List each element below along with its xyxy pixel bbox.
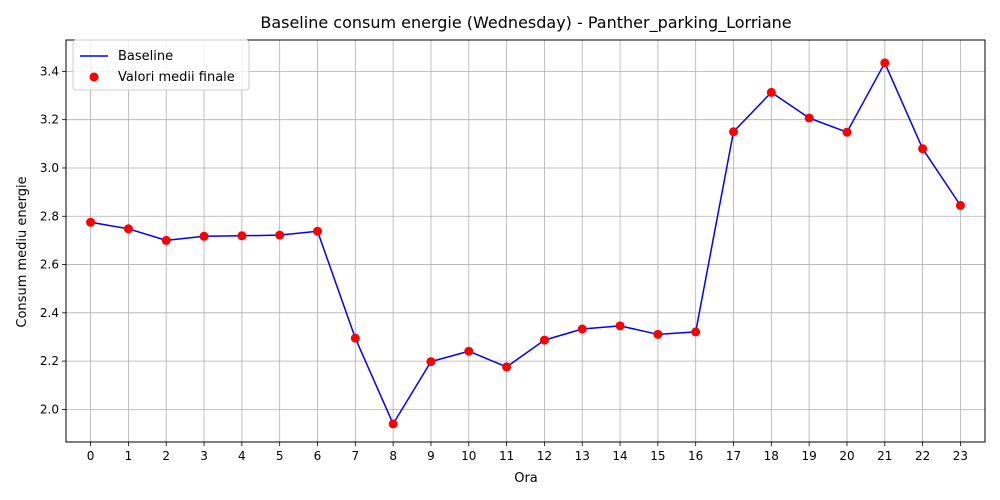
data-point: [388, 419, 398, 429]
data-point: [350, 333, 360, 343]
data-point: [161, 235, 171, 245]
x-tick-label: 17: [726, 449, 741, 463]
data-point: [199, 231, 209, 241]
y-axis-label: Consum mediu energie: [15, 176, 30, 327]
x-tick-label: 8: [389, 449, 397, 463]
legend: Baseline Valori medii finale: [72, 39, 250, 91]
legend-point-swatch: [89, 72, 99, 82]
plot-frame: [65, 39, 986, 443]
x-tick-label: 4: [238, 449, 246, 463]
legend-label-baseline: Baseline: [118, 49, 173, 64]
data-point: [577, 324, 587, 334]
x-tick-label: 18: [764, 449, 779, 463]
data-point: [275, 230, 285, 240]
x-tick-label: 14: [612, 449, 627, 463]
x-tick-label: 19: [802, 449, 817, 463]
y-tick-label: 2.0: [40, 402, 59, 416]
data-point: [955, 200, 965, 210]
x-tick-label: 1: [125, 449, 133, 463]
y-tick-label: 3.2: [40, 113, 59, 127]
data-point: [312, 226, 322, 236]
x-tick-label: 5: [276, 449, 284, 463]
x-axis-label: Ora: [514, 471, 538, 486]
data-point: [653, 329, 663, 339]
x-tick-label: 21: [877, 449, 892, 463]
x-tick-label: 22: [915, 449, 930, 463]
x-tick-label: 12: [537, 449, 552, 463]
x-tick-label: 7: [351, 449, 359, 463]
x-tick-label: 2: [162, 449, 170, 463]
plot-area: [65, 39, 986, 443]
x-axis: 0 1 2 3 4 5 6 7 8 9 10 11 12 13 14 15 16 17 18 19 20 21 22 23: [87, 442, 968, 463]
legend-box: [72, 39, 250, 91]
x-tick-label: 6: [314, 449, 322, 463]
y-tick-label: 2.2: [40, 354, 59, 368]
grid: [66, 40, 985, 442]
baseline-line: [90, 62, 962, 425]
x-tick-label: 15: [650, 449, 665, 463]
data-point: [880, 58, 890, 68]
x-tick-label: 3: [200, 449, 208, 463]
data-point: [615, 321, 625, 331]
y-tick-label: 3.4: [40, 64, 59, 78]
x-tick-label: 10: [461, 449, 476, 463]
data-point: [502, 362, 512, 372]
data-point: [691, 327, 701, 337]
data-point: [237, 231, 247, 241]
data-point: [426, 357, 436, 367]
data-point: [86, 217, 96, 227]
data-point: [766, 87, 776, 97]
data-point: [123, 224, 133, 234]
data-point: [464, 346, 474, 356]
chart-title: Baseline consum energie (Wednesday) - Pa…: [260, 13, 791, 33]
x-tick-label: 16: [688, 449, 703, 463]
data-point: [729, 127, 739, 137]
plot-background: [66, 40, 985, 442]
baseline-series: [90, 62, 962, 425]
x-tick-label: 9: [427, 449, 435, 463]
x-tick-label: 11: [499, 449, 514, 463]
x-tick-label: 13: [575, 449, 590, 463]
x-tick-label: 0: [87, 449, 95, 463]
data-point: [842, 127, 852, 137]
data-point: [804, 113, 814, 123]
y-tick-label: 2.6: [40, 258, 59, 272]
x-tick-label: 20: [839, 449, 854, 463]
data-point: [539, 335, 549, 345]
y-tick-label: 2.8: [40, 209, 59, 223]
x-tick-label: 23: [953, 449, 968, 463]
y-tick-label: 3.0: [40, 161, 59, 175]
legend-label-mean-values: Valori medii finale: [118, 70, 235, 85]
data-point: [918, 144, 928, 154]
y-axis: 2.0 2.2 2.4 2.6 2.8 3.0 3.2 3.4: [40, 64, 66, 416]
mean-values-series: [86, 58, 965, 429]
y-tick-label: 2.4: [40, 306, 59, 320]
